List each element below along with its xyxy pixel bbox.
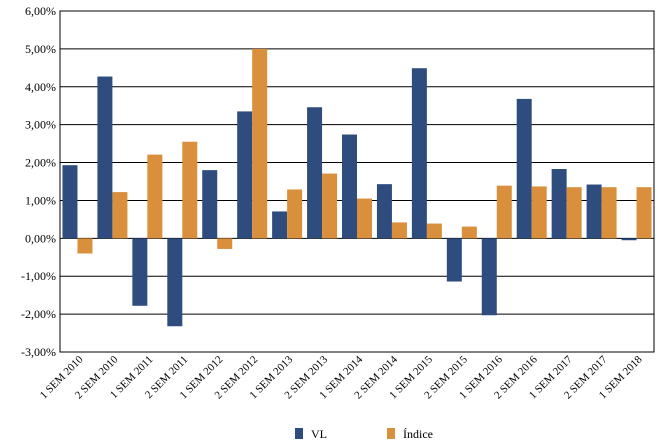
bar-vl	[272, 211, 288, 239]
y-tick-label: 6,00%	[25, 4, 56, 18]
bar-vl	[167, 238, 183, 327]
legend-label: Índice	[403, 427, 433, 441]
bar-indice	[287, 189, 303, 239]
y-tick-label: -3,00%	[21, 345, 56, 359]
y-tick-label: 3,00%	[25, 118, 56, 132]
bar-vl	[516, 98, 532, 239]
legend-label: VL	[311, 427, 327, 441]
bar-indice	[217, 238, 233, 249]
bar-indice	[496, 185, 512, 239]
y-tick-label: -2,00%	[21, 307, 56, 321]
y-tick-label: 4,00%	[25, 80, 56, 94]
bar-vl	[621, 238, 637, 241]
bar-indice	[426, 223, 442, 239]
bar-indice	[182, 141, 198, 239]
plot-area-frame	[59, 10, 655, 353]
bar-vl	[586, 184, 602, 239]
bar-vl	[97, 76, 113, 239]
y-tick-label: 0,00%	[25, 231, 56, 245]
bar-vl	[202, 170, 218, 239]
bar-vl	[481, 238, 497, 316]
legend-swatch	[295, 428, 303, 439]
bar-vl	[551, 168, 567, 239]
bar-vl	[411, 68, 427, 239]
y-tick-label: 1,00%	[25, 193, 56, 207]
bar-vl	[237, 111, 253, 239]
bar-indice	[461, 226, 477, 239]
y-axis-ticks: -3,00% -2,00% -1,00% 0,00% 1,00% 2,00% 3,00% 4,…	[21, 4, 56, 359]
y-tick-label: 5,00%	[25, 42, 56, 56]
bar-indice	[322, 173, 338, 239]
bar-indice	[566, 187, 582, 239]
bar-indice	[112, 192, 128, 239]
bar-vl	[132, 238, 148, 306]
bars	[62, 48, 652, 327]
y-tick-label: 2,00%	[25, 156, 56, 170]
legend-swatch	[387, 428, 395, 439]
bar-vl	[62, 165, 78, 239]
bar-indice	[636, 187, 652, 239]
bar-vl	[446, 238, 462, 282]
bar-indice	[357, 198, 372, 239]
bar-indice	[391, 222, 407, 239]
bar-indice	[531, 186, 547, 239]
bar-vl	[376, 184, 392, 239]
bar-indice	[147, 154, 163, 239]
y-tick-label: -1,00%	[21, 269, 56, 283]
bar-vl	[307, 107, 323, 239]
bar-indice	[252, 48, 268, 239]
bar-indice	[77, 238, 93, 254]
bar-indice	[601, 187, 617, 239]
bar-vl	[342, 134, 357, 239]
legend: VL Índice	[295, 427, 433, 441]
